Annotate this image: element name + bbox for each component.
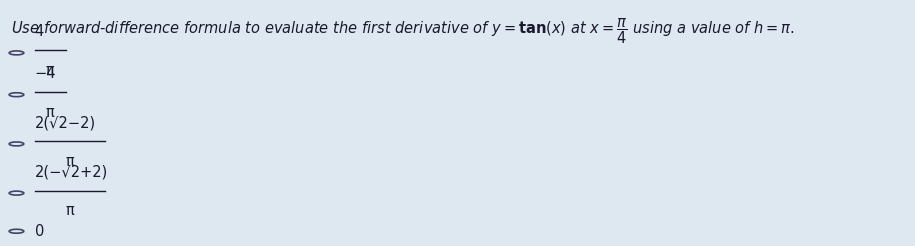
Text: 2(√2−2): 2(√2−2)	[35, 115, 96, 130]
Text: 0: 0	[35, 224, 44, 239]
Text: π: π	[66, 154, 74, 169]
Text: π: π	[46, 105, 55, 120]
Text: π: π	[66, 203, 74, 218]
Text: $\mathit{Use\ forward\text{-}difference\ formula\ to\ evaluate\ the\ first\ deri: $\mathit{Use\ forward\text{-}difference\…	[11, 16, 795, 46]
Text: 2(−√2+2): 2(−√2+2)	[35, 165, 108, 180]
Text: 4: 4	[35, 24, 44, 39]
Text: π: π	[46, 63, 55, 78]
Text: −4: −4	[35, 66, 56, 81]
